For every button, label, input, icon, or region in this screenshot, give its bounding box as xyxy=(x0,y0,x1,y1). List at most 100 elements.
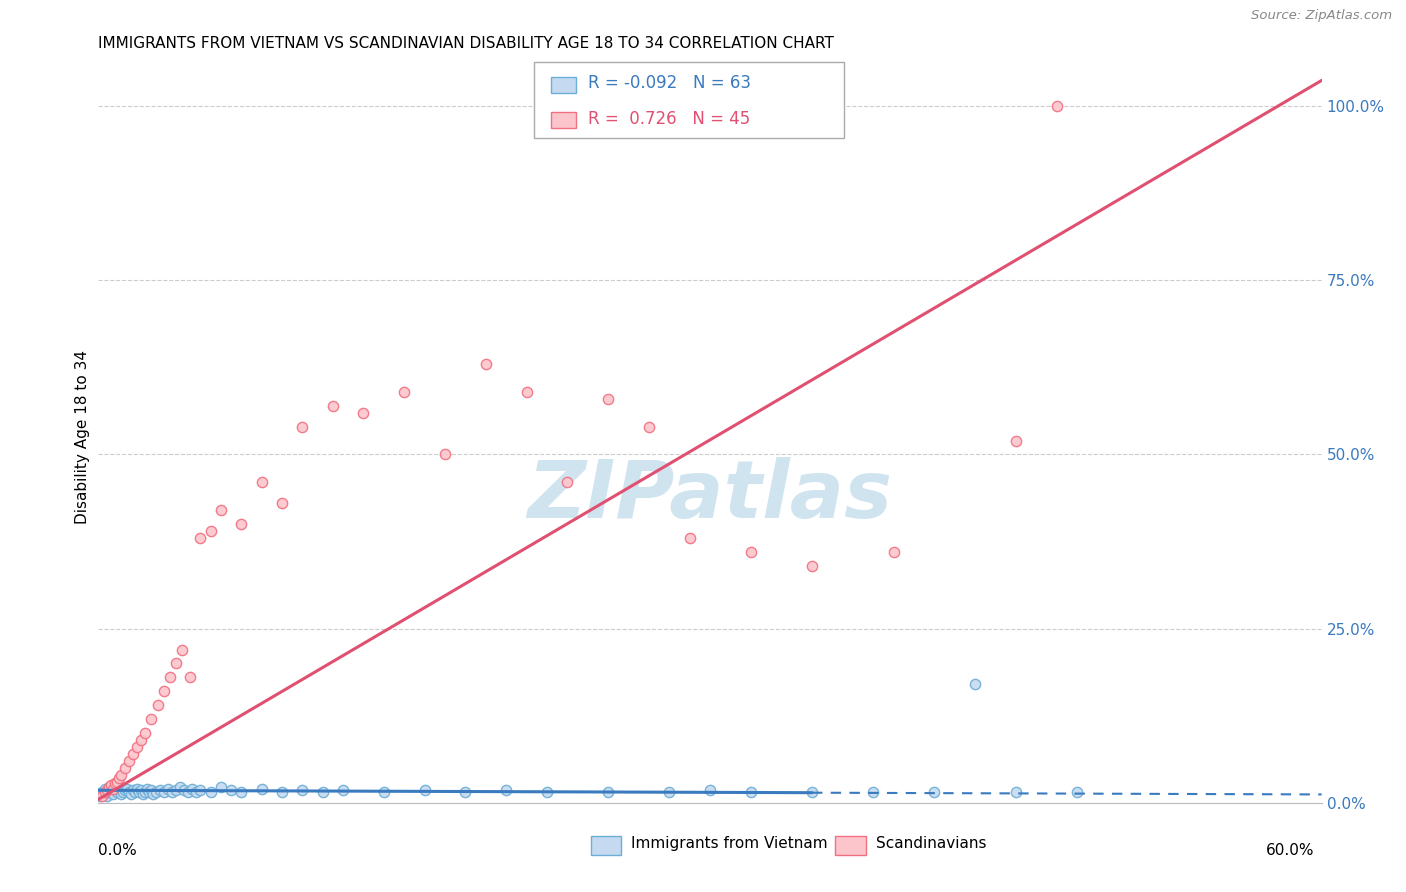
Point xyxy=(93,785,115,799)
Point xyxy=(270,496,294,510)
Text: 0.0%: 0.0% xyxy=(98,843,138,858)
Point xyxy=(105,775,128,789)
Point xyxy=(110,788,132,802)
Point xyxy=(101,788,124,802)
Point xyxy=(250,781,273,796)
Point xyxy=(188,783,212,797)
Point xyxy=(165,657,187,671)
Point xyxy=(231,517,253,532)
Point xyxy=(160,785,183,799)
Point xyxy=(801,785,824,799)
Point xyxy=(219,783,242,797)
Point xyxy=(1004,434,1026,448)
Text: 60.0%: 60.0% xyxy=(1267,843,1315,858)
Point xyxy=(922,785,945,799)
Point xyxy=(152,785,174,799)
Point xyxy=(474,357,498,371)
Point xyxy=(638,419,661,434)
Point xyxy=(159,670,181,684)
Point xyxy=(141,712,163,726)
Point xyxy=(1066,785,1088,799)
Text: Scandinavians: Scandinavians xyxy=(876,837,987,851)
Point xyxy=(132,788,155,802)
Point xyxy=(392,384,416,399)
Point xyxy=(495,783,517,797)
Point xyxy=(127,781,149,796)
Text: R = -0.092   N = 63: R = -0.092 N = 63 xyxy=(588,74,751,92)
Point xyxy=(557,475,579,490)
Point xyxy=(598,785,620,799)
Point xyxy=(679,531,702,545)
Point xyxy=(179,670,201,684)
Point xyxy=(186,785,208,799)
Point xyxy=(231,785,253,799)
Point xyxy=(862,785,884,799)
Point xyxy=(118,754,141,768)
Point xyxy=(312,785,335,799)
Point xyxy=(122,783,145,797)
Point xyxy=(124,785,146,799)
Point xyxy=(188,531,212,545)
Point xyxy=(114,783,136,797)
Point xyxy=(120,788,142,802)
Point xyxy=(801,558,824,573)
Point xyxy=(138,785,160,799)
Point xyxy=(149,783,172,797)
Point xyxy=(740,545,762,559)
Point xyxy=(91,785,114,799)
Point xyxy=(127,740,149,755)
Point xyxy=(322,399,344,413)
Point xyxy=(89,789,111,803)
Point xyxy=(152,684,174,698)
Point xyxy=(1045,99,1069,113)
Point xyxy=(118,785,141,799)
Point xyxy=(100,783,122,797)
Point xyxy=(129,733,152,747)
Text: ZIPatlas: ZIPatlas xyxy=(527,457,893,534)
Point xyxy=(111,785,134,799)
Point xyxy=(270,785,294,799)
Point xyxy=(91,789,114,803)
Point xyxy=(658,785,681,799)
Point xyxy=(454,785,477,799)
Y-axis label: Disability Age 18 to 34: Disability Age 18 to 34 xyxy=(75,350,90,524)
Point xyxy=(134,785,156,799)
Point xyxy=(115,781,138,796)
Point xyxy=(250,475,273,490)
Point xyxy=(110,768,132,782)
Point xyxy=(291,783,314,797)
Text: Immigrants from Vietnam: Immigrants from Vietnam xyxy=(631,837,828,851)
Point xyxy=(291,419,314,434)
Point xyxy=(145,785,167,799)
Point xyxy=(740,785,762,799)
Point xyxy=(209,503,232,517)
Point xyxy=(96,783,118,797)
Point xyxy=(598,392,620,406)
Point xyxy=(108,772,131,786)
Point xyxy=(156,781,179,796)
Point xyxy=(536,785,558,799)
Point xyxy=(100,778,122,792)
Point xyxy=(104,781,127,796)
Point xyxy=(170,642,193,657)
Point xyxy=(200,524,222,538)
Point xyxy=(105,785,128,799)
Point xyxy=(104,776,127,790)
Point xyxy=(108,783,131,797)
Point xyxy=(181,781,204,796)
Point xyxy=(122,747,145,761)
Point xyxy=(516,384,538,399)
Point xyxy=(373,785,395,799)
Point xyxy=(883,545,905,559)
Point xyxy=(413,783,436,797)
Point xyxy=(209,780,232,795)
Point xyxy=(165,783,187,797)
Point xyxy=(134,726,156,740)
Text: R =  0.726   N = 45: R = 0.726 N = 45 xyxy=(588,110,749,128)
Point xyxy=(200,785,222,799)
Point xyxy=(142,788,165,802)
Point xyxy=(434,448,457,462)
Point xyxy=(1004,785,1026,799)
Point xyxy=(332,783,354,797)
Text: Source: ZipAtlas.com: Source: ZipAtlas.com xyxy=(1251,9,1392,22)
